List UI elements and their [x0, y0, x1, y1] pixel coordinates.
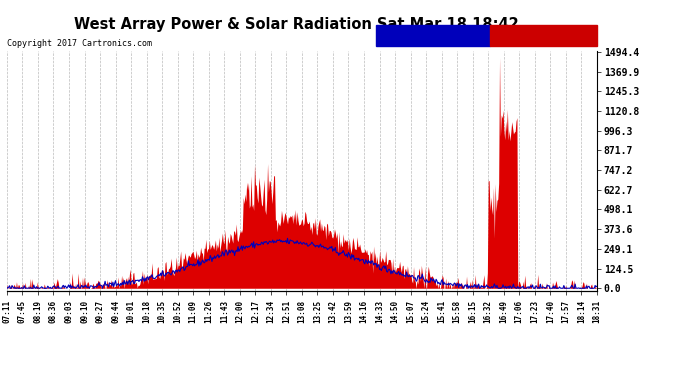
- Text: West Array (DC Watts): West Array (DC Watts): [487, 31, 600, 40]
- Text: Copyright 2017 Cartronics.com: Copyright 2017 Cartronics.com: [7, 39, 152, 48]
- Text: West Array Power & Solar Radiation Sat Mar 18 18:42: West Array Power & Solar Radiation Sat M…: [75, 17, 519, 32]
- Text: Radiation (w/m2): Radiation (w/m2): [390, 31, 476, 40]
